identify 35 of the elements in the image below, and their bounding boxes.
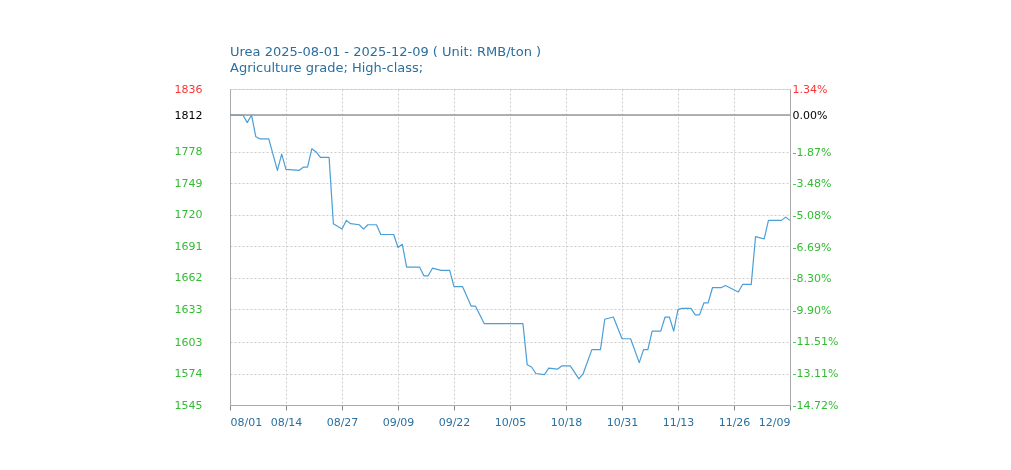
- y-tick-label: 1812: [174, 108, 203, 122]
- y-tick-label: 1574: [174, 367, 203, 381]
- y-tick-label: 1662: [174, 271, 203, 285]
- x-tick-label: 11/13: [662, 415, 695, 429]
- y2-tick-label: 0.00%: [792, 108, 828, 122]
- y2-tick-label: -13.11%: [792, 366, 839, 380]
- y-tick-label: 1836: [174, 82, 203, 96]
- x-tick-label: 10/18: [550, 415, 583, 429]
- chart-title: Urea 2025-08-01 - 2025-12-09 ( Unit: RMB/ton ): [230, 44, 542, 59]
- x-tick-label: 10/31: [606, 415, 639, 429]
- y-tick-label: 1603: [174, 335, 203, 349]
- y-tick-label: 1633: [174, 302, 203, 316]
- x-tick-label: 12/09: [758, 415, 791, 429]
- y2-tick-label: -5.08%: [792, 208, 832, 222]
- y2-tick-label: -8.30%: [792, 272, 832, 286]
- x-tick-label: 11/26: [718, 415, 751, 429]
- y2-tick-label: -1.87%: [792, 145, 832, 159]
- x-tick-label: 08/01: [230, 415, 263, 429]
- y2-tick-label: -6.69%: [792, 240, 832, 254]
- y-tick-label: 1691: [174, 239, 203, 253]
- y-tick-label: 1778: [174, 145, 203, 159]
- y2-tick-label: -3.48%: [792, 177, 832, 191]
- y-tick-label: 1545: [174, 398, 203, 412]
- x-tick-label: 10/05: [494, 415, 527, 429]
- y2-tick-label: -9.90%: [792, 303, 832, 317]
- chart-subtitle: Agriculture grade; High-class;: [230, 60, 424, 75]
- y-tick-label: 1720: [174, 208, 203, 222]
- x-tick-label: 09/09: [382, 415, 415, 429]
- y-tick-label: 1749: [174, 176, 203, 190]
- x-tick-label: 09/22: [438, 415, 471, 429]
- x-tick-label: 08/27: [326, 415, 359, 429]
- y2-tick-label: -11.51%: [792, 335, 839, 349]
- x-tick-label: 08/14: [270, 415, 303, 429]
- y2-tick-label: -14.72%: [792, 398, 839, 412]
- y2-tick-label: 1.34%: [792, 82, 828, 96]
